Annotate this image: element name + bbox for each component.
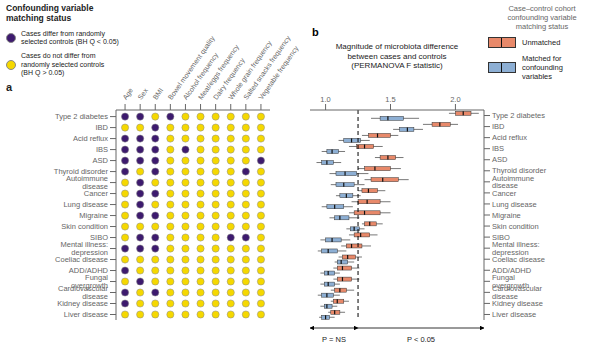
svg-text:IBS: IBS [96, 145, 108, 154]
html-text:disease: disease [492, 181, 518, 191]
html-text:Fungal: Fungal [85, 273, 108, 283]
svg-text:Coeliac disease: Coeliac disease [55, 255, 108, 264]
svg-text:P = NS: P = NS [322, 335, 346, 344]
html-text:Cases differ from randomly sel: Cases differ from randomly selected cont… [21, 29, 119, 45]
svg-text:1.5: 1.5 [385, 95, 395, 104]
html-text:Matched for confounding variab: Matched for confounding variables [522, 54, 563, 81]
html-text:Confounding variable matching: Confounding variable matching status [6, 3, 94, 23]
svg-text:Liver disease: Liver disease [64, 310, 108, 319]
svg-text:1.0: 1.0 [320, 95, 330, 104]
svg-text:Sex: Sex [136, 87, 149, 101]
svg-text:Skin condition: Skin condition [492, 222, 539, 231]
svg-text:Migraine: Migraine [492, 211, 521, 220]
html-text:Fungal: Fungal [492, 273, 515, 283]
svg-text:Meat/eggs frequency: Meat/eggs frequency [196, 43, 240, 101]
svg-text:2.0: 2.0 [450, 95, 460, 104]
html-text:Magnitude of microbiota differ: Magnitude of microbiota difference betwe… [335, 42, 459, 71]
html-text:Case–control cohort confoundin: Case–control cohort confounding variable… [507, 4, 577, 31]
html-text:Autoimmune: Autoimmune [492, 173, 535, 183]
svg-text:Lung disease: Lung disease [63, 200, 108, 209]
svg-text:Acid reflux: Acid reflux [492, 133, 527, 142]
html-text:disease: disease [492, 291, 518, 301]
html-text:disease: disease [82, 291, 108, 301]
svg-text:Dairy frequency: Dairy frequency [211, 56, 246, 101]
svg-text:Salted snacks frequency: Salted snacks frequency [242, 34, 292, 101]
html-text:depression: depression [71, 247, 108, 257]
svg-text:Cancer: Cancer [492, 189, 517, 198]
svg-text:Thyroid disorder: Thyroid disorder [492, 166, 547, 176]
svg-text:Migraine: Migraine [79, 211, 108, 220]
html-text:overgrowth: overgrowth [492, 280, 530, 290]
html-text:Mental illness:: Mental illness: [492, 240, 540, 250]
html-text:Autoimmune: Autoimmune [65, 174, 108, 184]
svg-text:SIBO: SIBO [90, 233, 108, 243]
svg-text:IBS: IBS [492, 144, 504, 153]
svg-text:Cancer: Cancer [84, 189, 109, 198]
svg-text:Age: Age [121, 87, 135, 102]
html-text:disease: disease [82, 182, 108, 191]
svg-text:ADD/ADHD: ADD/ADHD [492, 265, 532, 275]
svg-text:Liver disease: Liver disease [492, 310, 536, 319]
html-text:b: b [312, 26, 319, 38]
svg-text:Alcohol frequency: Alcohol frequency [181, 51, 220, 101]
html-text:overgrowth: overgrowth [70, 280, 108, 290]
html-text:Cardiovascular: Cardiovascular [58, 284, 108, 294]
svg-text:Type 2 diabetes: Type 2 diabetes [55, 112, 108, 121]
svg-text:Whole grain frequency: Whole grain frequency [227, 39, 273, 101]
svg-text:ASD: ASD [93, 156, 109, 165]
svg-text:IBD: IBD [492, 122, 505, 131]
svg-text:IBD: IBD [95, 123, 108, 132]
svg-text:Coeliac disease: Coeliac disease [492, 255, 545, 264]
html-text:Cardiovascular: Cardiovascular [492, 284, 542, 294]
svg-text:Acid reflux: Acid reflux [73, 134, 108, 143]
svg-text:Skin condition: Skin condition [61, 222, 108, 231]
svg-text:Bowel movement quality: Bowel movement quality [166, 34, 216, 101]
svg-text:BMI: BMI [151, 87, 164, 101]
svg-text:Kidney disease: Kidney disease [492, 299, 543, 308]
html-text:a: a [6, 81, 13, 94]
svg-text:Lung disease: Lung disease [492, 200, 537, 209]
svg-text:Thyroid disorder: Thyroid disorder [53, 167, 108, 177]
html-text:Mental illness:: Mental illness: [60, 240, 108, 250]
svg-text:SIBO: SIBO [492, 232, 510, 242]
svg-text:ADD/ADHD: ADD/ADHD [68, 266, 108, 276]
svg-text:ASD: ASD [492, 155, 508, 164]
svg-text:Kidney disease: Kidney disease [57, 299, 108, 308]
svg-text:Vegetable frequency: Vegetable frequency [257, 44, 300, 101]
svg-text:P < 0.05: P < 0.05 [407, 335, 435, 344]
html-text:Cases do not differ from rando: Cases do not differ from randomly select… [21, 52, 105, 77]
html-text:Unmatched: Unmatched [522, 38, 561, 47]
svg-text:Type 2 diabetes: Type 2 diabetes [492, 111, 545, 120]
html-text:depression: depression [492, 247, 529, 257]
